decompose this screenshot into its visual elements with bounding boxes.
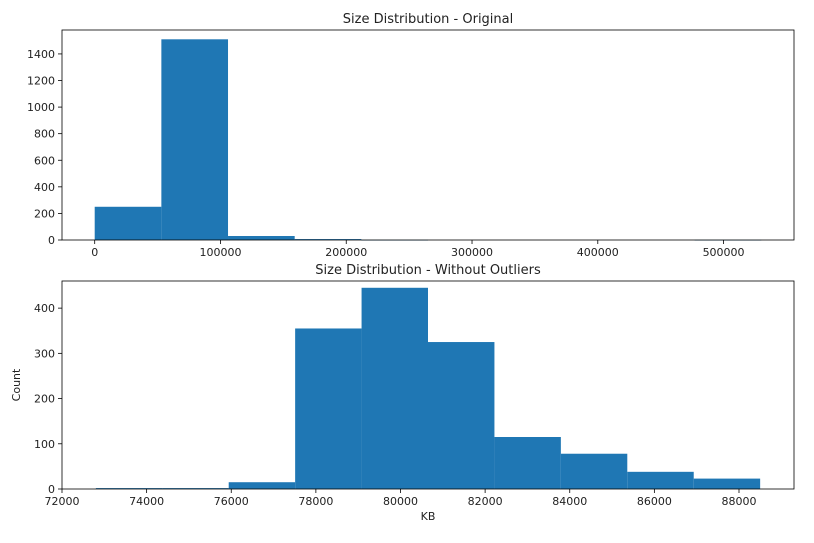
x-tick-label: 88000 (721, 495, 756, 508)
histogram-bar (162, 488, 229, 489)
histogram-bar (693, 478, 761, 489)
x-tick-label: 78000 (298, 495, 333, 508)
chart-original: 0 100000 200000 300000 400000 500000 0 200 400 60… (27, 12, 795, 259)
histogram-bar (295, 328, 362, 489)
histogram-bar (294, 239, 362, 240)
histogram-bar (228, 482, 296, 489)
y-axis-label: Count (10, 368, 23, 401)
histogram-bar (494, 437, 561, 489)
y-tick-label: 100 (34, 438, 55, 451)
histogram-bar (560, 453, 628, 489)
x-tick-label: 400000 (577, 246, 619, 259)
histogram-bar (161, 39, 229, 240)
x-tick-label: 72000 (45, 495, 80, 508)
histogram-bar (228, 236, 295, 240)
x-tick-label: 100000 (199, 246, 241, 259)
y-tick-label: 400 (34, 302, 55, 315)
y-tick-label: 400 (34, 181, 55, 194)
x-tick-label: 80000 (383, 495, 418, 508)
chart-title: Size Distribution - Without Outliers (315, 263, 541, 278)
x-tick-label: 500000 (703, 246, 745, 259)
x-axis-label: KB (421, 510, 436, 523)
plot-frame (61, 29, 795, 241)
histogram-bar (428, 342, 495, 489)
y-tick-label: 0 (48, 234, 55, 247)
x-tick-label: 200000 (325, 246, 367, 259)
y-tick-label: 200 (34, 393, 55, 406)
y-tick-label: 0 (48, 483, 55, 496)
x-tick-label: 82000 (468, 495, 503, 508)
x-tick-label: 0 (91, 246, 98, 259)
x-tick-label: 76000 (214, 495, 249, 508)
plot-frame (61, 280, 795, 490)
y-tick-label: 1000 (27, 101, 55, 114)
x-tick-label: 74000 (129, 495, 164, 508)
x-tick-label: 84000 (552, 495, 587, 508)
histogram-bar (95, 488, 163, 489)
y-tick-label: 1200 (27, 75, 55, 88)
y-tick-label: 800 (34, 128, 55, 141)
histogram-bar (627, 471, 694, 489)
x-tick-label: 300000 (451, 246, 493, 259)
chart-title: Size Distribution - Original (343, 12, 514, 27)
histogram-bar (94, 206, 162, 240)
y-tick-label: 600 (34, 154, 55, 167)
y-tick-label: 200 (34, 207, 55, 220)
histogram-bar (361, 287, 428, 489)
chart-without-outliers: 72000 74000 76000 78000 80000 82000 84000 86000… (10, 263, 795, 523)
x-tick-label: 86000 (637, 495, 672, 508)
y-tick-label: 300 (34, 347, 55, 360)
y-tick-label: 1400 (27, 48, 55, 61)
